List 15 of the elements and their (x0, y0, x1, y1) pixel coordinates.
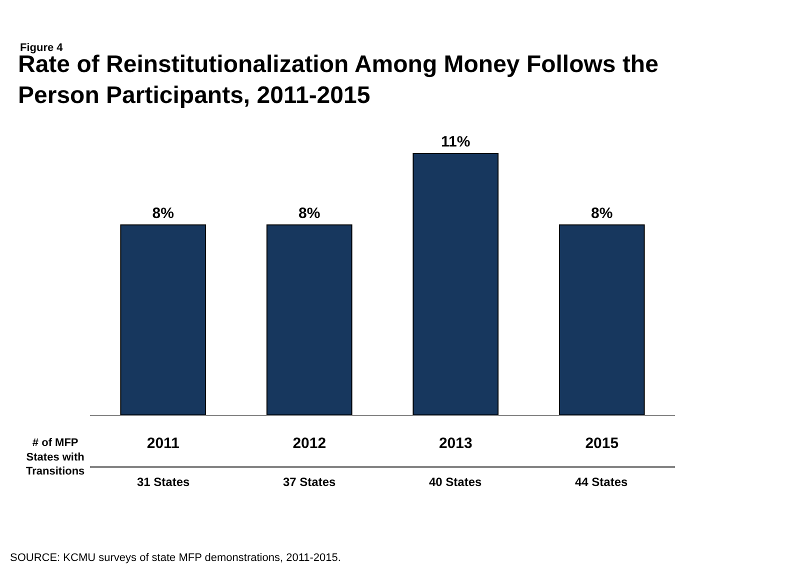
text: 31 States (137, 475, 190, 489)
data-label: 8% (298, 204, 320, 222)
data-label: 11% (441, 134, 470, 151)
text: 40 States (429, 475, 482, 489)
x-tick-label: 2015 (585, 435, 619, 452)
caption: Figure 4 (20, 42, 64, 54)
text: 44 States (575, 475, 628, 489)
x-tick-label: 2011 (146, 435, 180, 452)
x-tick-label: 2012 (292, 435, 326, 452)
data-label: 8% (591, 204, 613, 222)
source-note: SOURCE: KCMU surveys of state MFP demonstrations, 2011-2015. (10, 552, 341, 564)
text: # of MFP States with Transitions (26, 437, 85, 478)
data-label: 8% (152, 204, 174, 222)
x-tick-label: 2013 (438, 435, 472, 452)
text: 37 States (283, 475, 336, 489)
